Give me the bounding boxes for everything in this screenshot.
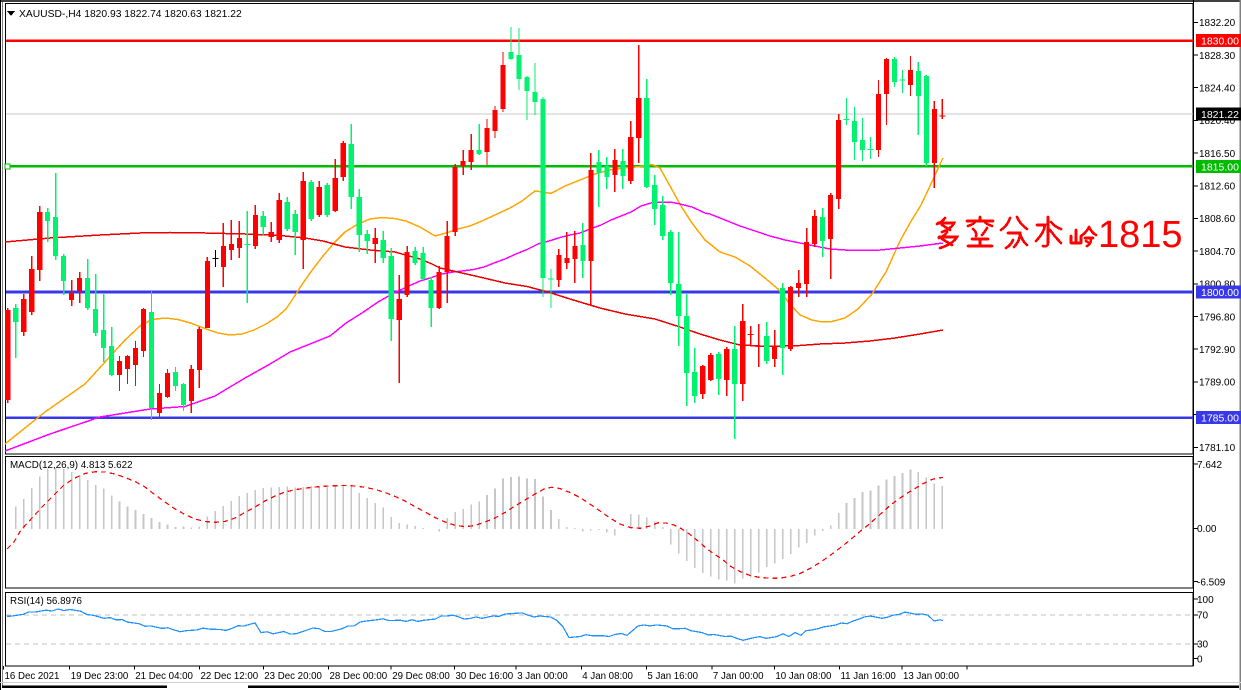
svg-text:1824.40: 1824.40 (1199, 84, 1236, 95)
svg-text:XAUUSD-,H4 1820.93 1822.74 18: XAUUSD-,H4 1820.93 1822.74 1820.63 1821.… (19, 9, 242, 20)
svg-text:4 Jan 08:00: 4 Jan 08:00 (582, 671, 633, 682)
svg-text:7.642: 7.642 (1197, 460, 1222, 471)
svg-text:30: 30 (1197, 640, 1209, 651)
svg-text:MACD(12,26,9) 4.813 5.622: MACD(12,26,9) 4.813 5.622 (10, 460, 133, 471)
svg-text:1781.10: 1781.10 (1199, 443, 1236, 454)
svg-text:7 Jan 00:00: 7 Jan 00:00 (713, 671, 764, 682)
svg-text:1830.00: 1830.00 (1201, 36, 1239, 48)
svg-text:1828.30: 1828.30 (1199, 51, 1236, 62)
svg-text:22 Dec 12:00: 22 Dec 12:00 (201, 671, 259, 682)
svg-text:13 Jan 00:00: 13 Jan 00:00 (903, 671, 960, 682)
svg-text:1812.60: 1812.60 (1199, 182, 1236, 193)
svg-text:1796.80: 1796.80 (1199, 312, 1236, 323)
svg-text:0.00: 0.00 (1197, 524, 1217, 535)
svg-text:-6.509: -6.509 (1197, 577, 1226, 588)
svg-text:0: 0 (1197, 654, 1203, 665)
svg-text:11 Jan 16:00: 11 Jan 16:00 (841, 671, 897, 682)
svg-text:1815: 1815 (1098, 214, 1183, 256)
svg-text:1800.80: 1800.80 (1199, 280, 1236, 291)
svg-text:1820.40: 1820.40 (1199, 116, 1236, 127)
svg-text:1815.00: 1815.00 (1201, 161, 1239, 173)
svg-text:29 Dec 08:00: 29 Dec 08:00 (392, 671, 450, 682)
svg-text:16 Dec 2021: 16 Dec 2021 (5, 671, 60, 682)
svg-text:3 Jan 00:00: 3 Jan 00:00 (517, 671, 568, 682)
svg-text:1816.50: 1816.50 (1199, 149, 1236, 160)
svg-text:10 Jan 08:00: 10 Jan 08:00 (775, 671, 832, 682)
svg-text:21 Dec 04:00: 21 Dec 04:00 (135, 671, 193, 682)
svg-text:70: 70 (1197, 611, 1209, 622)
svg-text:1832.20: 1832.20 (1199, 18, 1236, 29)
svg-text:1785.00: 1785.00 (1201, 413, 1239, 425)
svg-text:1800.00: 1800.00 (1201, 287, 1239, 299)
svg-text:100: 100 (1197, 595, 1214, 606)
svg-text:28 Dec 00:00: 28 Dec 00:00 (330, 671, 388, 682)
svg-text:5 Jan 16:00: 5 Jan 16:00 (647, 671, 698, 682)
svg-text:1792.90: 1792.90 (1199, 345, 1236, 356)
svg-text:1789.00: 1789.00 (1199, 378, 1236, 389)
svg-text:1808.60: 1808.60 (1199, 214, 1236, 225)
svg-text:19 Dec 23:00: 19 Dec 23:00 (71, 671, 129, 682)
svg-text:1804.70: 1804.70 (1199, 247, 1236, 258)
svg-text:30 Dec 16:00: 30 Dec 16:00 (456, 671, 514, 682)
svg-text:23 Dec 20:00: 23 Dec 20:00 (264, 671, 322, 682)
svg-text:RSI(14) 56.8976: RSI(14) 56.8976 (10, 596, 82, 607)
svg-text:1821.22: 1821.22 (1201, 109, 1239, 121)
